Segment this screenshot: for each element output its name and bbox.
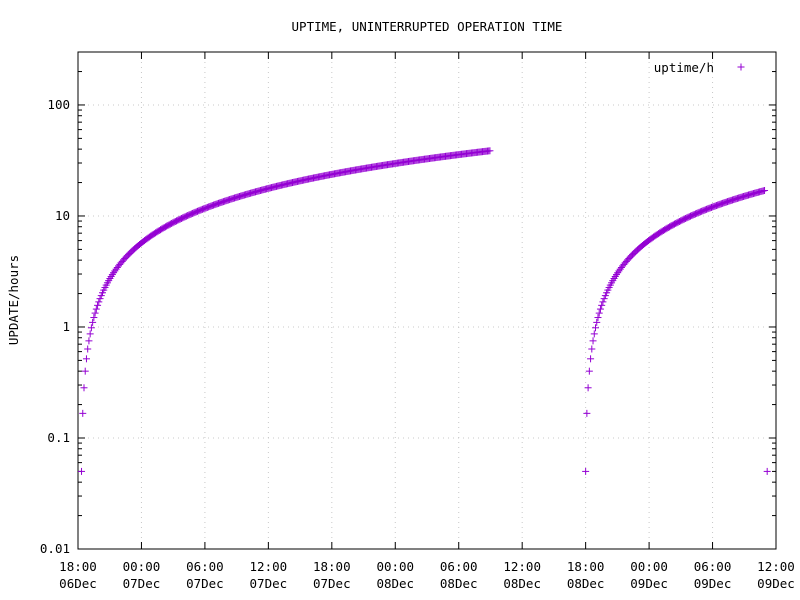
data-point	[84, 345, 92, 353]
data-point	[85, 337, 93, 345]
y-tick-label: 100	[47, 97, 70, 112]
x-tick-time-label: 06:00	[440, 559, 478, 574]
data-point	[763, 467, 771, 475]
x-tick-time-label: 12:00	[250, 559, 288, 574]
data-point	[78, 467, 86, 475]
grid-lines	[78, 52, 776, 549]
y-axis-label: UPDATE/hours	[6, 255, 21, 345]
data-point	[589, 337, 597, 345]
data-point	[583, 409, 591, 417]
data-point	[89, 318, 97, 326]
data-point	[95, 298, 103, 306]
data-point	[92, 305, 100, 313]
data-point	[585, 367, 593, 375]
data-point	[587, 355, 595, 363]
data-point	[582, 467, 590, 475]
data-point	[596, 305, 604, 313]
chart-title: UPTIME, UNINTERRUPTED OPERATION TIME	[292, 19, 563, 34]
data-point	[110, 269, 118, 277]
data-point	[81, 367, 89, 375]
data-point	[600, 295, 608, 303]
data-point	[82, 355, 90, 363]
y-tick-label: 0.01	[40, 541, 70, 556]
data-point	[584, 384, 592, 392]
x-tick-date-label: 08Dec	[567, 576, 605, 591]
data-point	[91, 309, 99, 317]
data-point	[599, 298, 607, 306]
x-tick-date-label: 09Dec	[630, 576, 668, 591]
data-point	[94, 301, 102, 309]
x-tick-time-label: 00:00	[630, 559, 668, 574]
plot-frame	[77, 51, 777, 550]
x-tick-time-label: 18:00	[313, 559, 351, 574]
x-tick-date-label: 07Dec	[313, 576, 351, 591]
x-tick-date-label: 08Dec	[503, 576, 541, 591]
axes: 0.01 0.1 1 10 100 18:00 06Dec 00:00 07Dec 06:00 07…	[40, 51, 795, 591]
legend: uptime/h	[654, 60, 745, 75]
series-uptime-points	[78, 147, 771, 475]
data-point	[79, 409, 87, 417]
data-point	[761, 186, 769, 194]
data-point	[614, 269, 622, 277]
x-tick-date-label: 07Dec	[186, 576, 224, 591]
y-tick-label: 10	[55, 208, 70, 223]
data-point	[97, 292, 105, 300]
legend-marker	[737, 63, 745, 71]
x-tick-date-label: 07Dec	[123, 576, 161, 591]
legend-marker-symbol	[737, 63, 745, 71]
data-point	[588, 345, 596, 353]
data-point	[87, 324, 95, 332]
x-tick-date-label: 06Dec	[59, 576, 97, 591]
y-tick-label: 1	[62, 319, 70, 334]
x-tick-date-label: 09Dec	[757, 576, 795, 591]
y-tick-label: 0.1	[47, 430, 70, 445]
x-tick-time-label: 00:00	[376, 559, 414, 574]
x-tick-time-label: 06:00	[694, 559, 732, 574]
x-tick-date-label: 07Dec	[250, 576, 288, 591]
x-tick-time-label: 18:00	[567, 559, 605, 574]
data-point	[80, 384, 88, 392]
x-tick-date-label: 08Dec	[440, 576, 478, 591]
data-point	[592, 324, 600, 332]
x-tick-time-label: 18:00	[59, 559, 97, 574]
legend-label: uptime/h	[654, 60, 714, 75]
data-point	[486, 147, 494, 155]
data-point	[595, 309, 603, 317]
data-point	[601, 292, 609, 300]
data-point	[590, 330, 598, 338]
data-point	[86, 330, 94, 338]
x-tick-time-label: 12:00	[757, 559, 795, 574]
data-point	[598, 301, 606, 309]
x-tick-time-label: 06:00	[186, 559, 224, 574]
x-tick-time-label: 12:00	[503, 559, 541, 574]
data-point	[594, 314, 602, 322]
data-point	[96, 295, 104, 303]
x-tick-date-label: 08Dec	[376, 576, 414, 591]
data-point	[593, 318, 601, 326]
x-tick-date-label: 09Dec	[694, 576, 732, 591]
data-point	[90, 314, 98, 322]
x-tick-time-label: 00:00	[123, 559, 161, 574]
